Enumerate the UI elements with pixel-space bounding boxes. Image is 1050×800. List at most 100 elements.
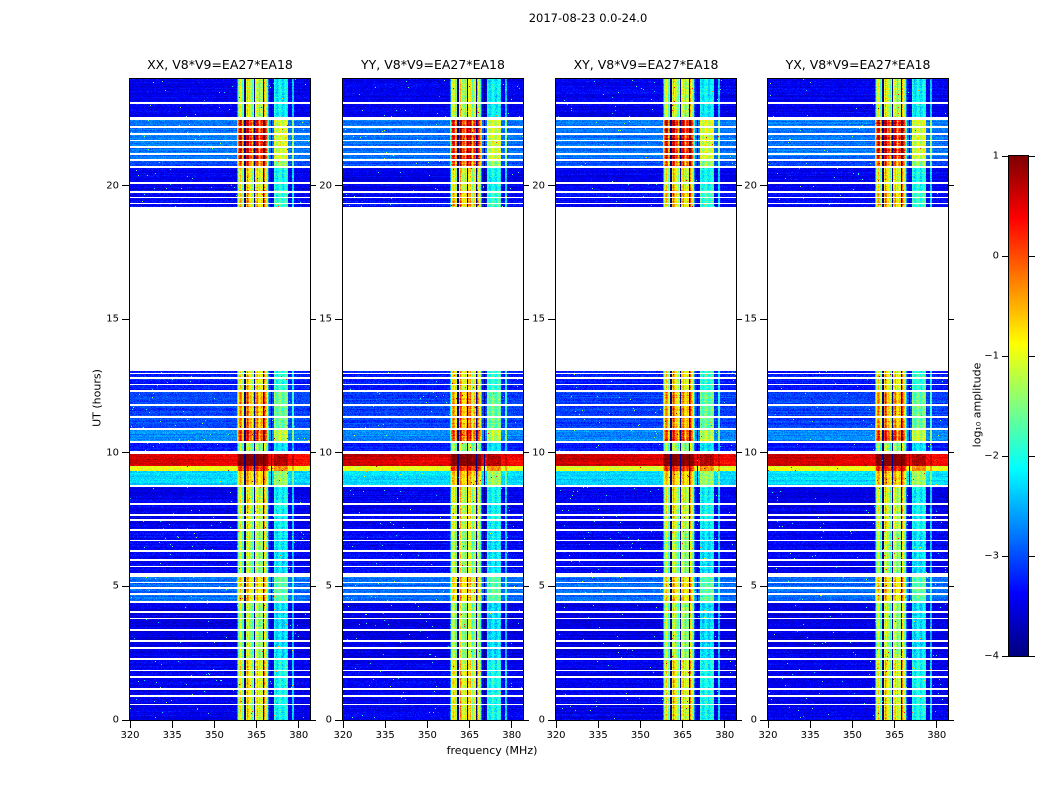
spectrogram-panel-yy: YY, V8*V9=EA27*EA18 320 335 350 365 380 0 5 10 1… [319,57,529,741]
y-tick-label: 15 [319,313,332,325]
y-tick-label: 5 [112,580,119,592]
x-tick-label: 335 [375,730,395,741]
x-tick-label: 380 [502,730,522,741]
panel-title-yx: YX, V8*V9=EA27*EA18 [785,57,931,72]
x-tick [511,721,513,728]
x-tick-label: 350 [630,730,650,741]
x-tick-label: 335 [588,730,608,741]
y-tick [335,719,342,721]
y-tick-right [737,318,742,320]
colorbar-tick-right [1029,455,1035,457]
y-tick-right [311,452,316,454]
panel-title-xx: XX, V8*V9=EA27*EA18 [147,57,293,72]
colorbar-tick-label: −2 [984,450,999,462]
y-tick [760,318,767,320]
x-tick-label: 320 [120,730,140,741]
y-tick-right [524,185,529,187]
x-tick [639,721,641,728]
y-tick [335,585,342,587]
colorbar-gradient [1009,156,1028,656]
y-tick-label: 10 [106,447,119,459]
figure-title: 2017-08-23 0.0-24.0 [528,11,648,25]
y-tick-label: 0 [325,714,332,726]
x-tick-label: 380 [289,730,309,741]
x-tick-label: 320 [546,730,566,741]
y-tick-label: 5 [538,580,545,592]
colorbar-tick [1002,555,1008,557]
x-tick [682,721,684,728]
y-tick [122,719,129,721]
x-tick [894,721,896,728]
y-tick-right [524,585,529,587]
colorbar-tick-label: −3 [984,550,999,562]
x-tick [597,721,599,728]
x-tick [129,721,131,728]
y-tick-label: 5 [750,580,757,592]
y-tick-label: 20 [532,180,545,192]
colorbar-tick-label: −1 [984,350,999,362]
colorbar-tick-right [1029,155,1035,157]
colorbar-tick-right [1029,555,1035,557]
y-tick-right [737,585,742,587]
y-tick [548,719,555,721]
colorbar-label: log₁₀ amplitude [970,362,984,448]
y-tick [548,185,555,187]
spectrogram-heatmap-xx [130,79,310,720]
y-tick-right [524,452,529,454]
y-tick [122,452,129,454]
y-tick [122,318,129,320]
y-tick-label: 20 [319,180,332,192]
spectrogram-panel-xy: XY, V8*V9=EA27*EA18 320 335 350 365 380 0 5 10 1… [532,57,742,741]
y-tick-right [311,585,316,587]
y-tick-right [311,185,316,187]
spectrogram-panel-yx: YX, V8*V9=EA27*EA18 320 335 350 365 380 0 5 10 1… [744,57,954,741]
y-tick-right [949,318,954,320]
x-tick [851,721,853,728]
x-tick [724,721,726,728]
x-tick-label: 350 [842,730,862,741]
x-tick [469,721,471,728]
colorbar: 1 0 −1 −2 −3 −4 [984,151,1035,662]
colorbar-tick [1002,255,1008,257]
y-tick-label: 0 [750,714,757,726]
y-tick-label: 10 [744,447,757,459]
y-tick-right [737,185,742,187]
y-tick-right [949,185,954,187]
x-tick-label: 320 [758,730,778,741]
y-tick-right [949,452,954,454]
x-tick-label: 350 [417,730,437,741]
panel-title-yy: YY, V8*V9=EA27*EA18 [361,57,505,72]
x-tick [426,721,428,728]
spectrogram-heatmap-yx [768,79,948,720]
y-tick-label: 10 [319,447,332,459]
x-tick-label: 365 [673,730,693,741]
y-tick-right [737,719,742,721]
y-tick-label: 15 [532,313,545,325]
y-tick-right [737,452,742,454]
y-tick-right [311,719,316,721]
colorbar-tick-label: 1 [992,150,999,162]
x-tick-label: 350 [204,730,224,741]
y-tick [760,185,767,187]
y-tick-label: 15 [744,313,757,325]
x-tick [555,721,557,728]
y-tick [122,585,129,587]
y-tick-right [524,719,529,721]
spectrogram-heatmap-xy [556,79,736,720]
x-tick-label: 380 [927,730,947,741]
y-tick [760,452,767,454]
x-tick [342,721,344,728]
y-tick-label: 10 [532,447,545,459]
y-tick [335,452,342,454]
x-axis-label: frequency (MHz) [446,744,538,757]
y-tick-label: 5 [325,580,332,592]
y-tick [548,585,555,587]
colorbar-tick-right [1029,255,1035,257]
y-tick [760,585,767,587]
x-tick-label: 335 [162,730,182,741]
panel-title-xy: XY, V8*V9=EA27*EA18 [573,57,719,72]
y-tick-right [949,585,954,587]
y-tick [760,719,767,721]
y-tick-label: 0 [538,714,545,726]
